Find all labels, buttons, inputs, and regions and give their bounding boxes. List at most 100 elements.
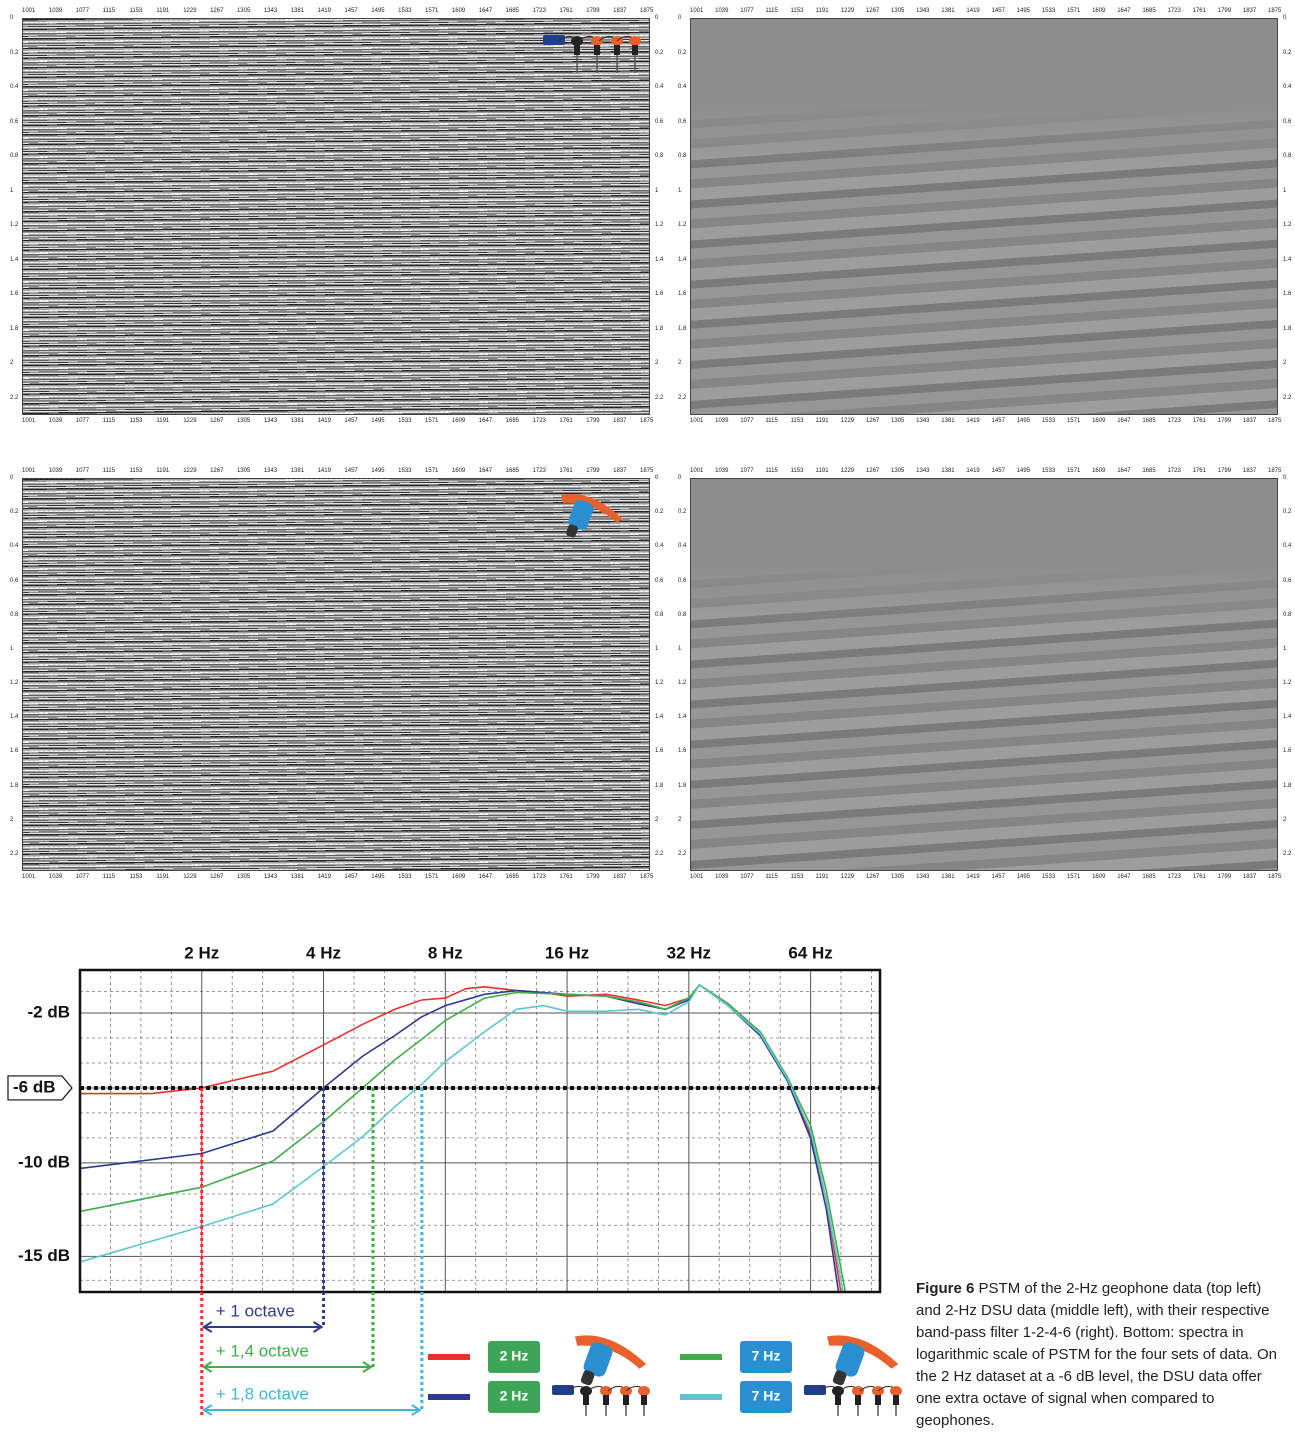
- time-label: 2.2: [1283, 850, 1292, 857]
- trace-label: 1457: [991, 874, 1005, 880]
- trace-label: 1077: [740, 468, 754, 474]
- trace-label: 1799: [1217, 8, 1232, 14]
- trace-label: 1419: [317, 468, 331, 474]
- icon-tip: [580, 1370, 595, 1386]
- icon-head: [638, 1386, 650, 1396]
- time-label: 1: [655, 645, 659, 652]
- x-tick-label: 16 Hz: [545, 943, 589, 962]
- trace-label: 1837: [613, 874, 627, 880]
- trace-label: 1115: [102, 874, 116, 880]
- trace-label: 1761: [1192, 874, 1206, 880]
- trace-label: 1647: [478, 418, 493, 424]
- icon-stem: [641, 1395, 647, 1405]
- sensor-icon: [561, 494, 623, 538]
- time-label: 1.8: [655, 782, 664, 789]
- trace-label: 1343: [916, 8, 930, 14]
- caption-label: Figure 6: [916, 1280, 975, 1297]
- trace-label: 1685: [505, 8, 519, 14]
- trace-label: 1647: [1117, 468, 1131, 474]
- trace-label: 1381: [290, 874, 305, 880]
- trace-label: 1267: [210, 874, 224, 880]
- trace-label: 1875: [640, 874, 654, 880]
- trace-label: 1267: [865, 418, 880, 424]
- trace-label: 1457: [991, 418, 1005, 424]
- time-label: 2: [1283, 816, 1287, 823]
- trace-label: 1153: [129, 468, 143, 474]
- time-label: 0.6: [655, 118, 664, 125]
- trace-label: 1419: [317, 8, 331, 14]
- time-label: 0.2: [655, 509, 664, 516]
- trace-label: 1571: [1066, 418, 1081, 424]
- icon-body: [835, 1342, 865, 1377]
- trace-label: 1495: [1016, 468, 1031, 474]
- time-label: 0.8: [10, 611, 19, 618]
- time-label: 2.2: [655, 394, 664, 401]
- icon-body: [568, 500, 594, 530]
- time-label: 0.8: [678, 611, 687, 618]
- trace-label: 1039: [48, 418, 63, 424]
- trace-label: 1077: [740, 874, 754, 880]
- time-label: 1.8: [1283, 325, 1292, 332]
- time-label: 1.8: [10, 325, 19, 332]
- icon-stem: [574, 45, 580, 55]
- trace-label: 1305: [236, 8, 251, 14]
- trace-label: 1609: [1092, 418, 1106, 424]
- time-label: 1.2: [678, 680, 687, 687]
- time-label: 1.2: [1283, 222, 1292, 229]
- trace-label: 1077: [75, 8, 90, 14]
- time-label: 0.8: [655, 611, 664, 618]
- trace-label: 1153: [790, 874, 804, 880]
- trace-label: 1609: [1092, 874, 1106, 880]
- sensor-icon: [827, 1335, 899, 1386]
- time-label: 1.4: [678, 714, 687, 721]
- trace-label: 1381: [941, 8, 955, 14]
- time-label: 1.4: [655, 714, 664, 721]
- trace-label: 1837: [613, 468, 627, 474]
- icon-tip: [566, 524, 578, 538]
- time-label: 2: [678, 816, 682, 823]
- icon-box: [543, 35, 565, 45]
- trace-label: 1457: [344, 468, 358, 474]
- time-label: 1.2: [678, 222, 687, 229]
- trace-label: 1875: [640, 418, 654, 424]
- arrow-head: [201, 1321, 213, 1333]
- trace-label: 1875: [1268, 874, 1282, 880]
- trace-label: 1115: [765, 468, 778, 474]
- time-label: 1.4: [678, 256, 687, 263]
- icon-body: [583, 1342, 613, 1377]
- trace-label: 1571: [425, 874, 439, 880]
- arrow-head: [201, 1361, 213, 1373]
- icon-stem: [855, 1395, 861, 1405]
- trace-label: 1647: [478, 874, 493, 880]
- trace-label: 1875: [1268, 418, 1282, 424]
- icon-box: [552, 1385, 574, 1395]
- trace-label: 1229: [183, 874, 197, 880]
- time-label: 0.6: [1283, 118, 1292, 125]
- trace-label: 1267: [865, 8, 880, 14]
- time-label: 0: [10, 475, 14, 481]
- trace-label: 1153: [129, 418, 143, 424]
- trace-label: 1761: [559, 468, 573, 474]
- trace-label: 1305: [236, 468, 251, 474]
- time-label: 2.2: [678, 850, 687, 857]
- time-label: 0.6: [678, 577, 687, 584]
- icon-stem: [835, 1395, 841, 1405]
- time-label: 0.8: [1283, 153, 1292, 160]
- trace-label: 1077: [75, 468, 90, 474]
- trace-label: 1799: [1217, 418, 1232, 424]
- time-label: 1: [10, 645, 14, 652]
- trace-label: 1761: [559, 874, 573, 880]
- time-label: 0: [678, 15, 682, 21]
- time-label: 0: [1283, 15, 1287, 21]
- x-tick-label: 64 Hz: [788, 943, 832, 962]
- trace-label: 1647: [1117, 418, 1131, 424]
- trace-label: 1153: [129, 874, 143, 880]
- trace-label: 1267: [210, 8, 224, 14]
- reference-tag: [7, 1075, 73, 1101]
- trace-label: 1685: [505, 468, 519, 474]
- trace-label: 1685: [505, 874, 519, 880]
- trace-label: 1761: [1192, 418, 1206, 424]
- trace-label: 1381: [290, 468, 305, 474]
- annotation-text: + 1,8 octave: [216, 1384, 309, 1403]
- trace-label: 1077: [75, 874, 90, 880]
